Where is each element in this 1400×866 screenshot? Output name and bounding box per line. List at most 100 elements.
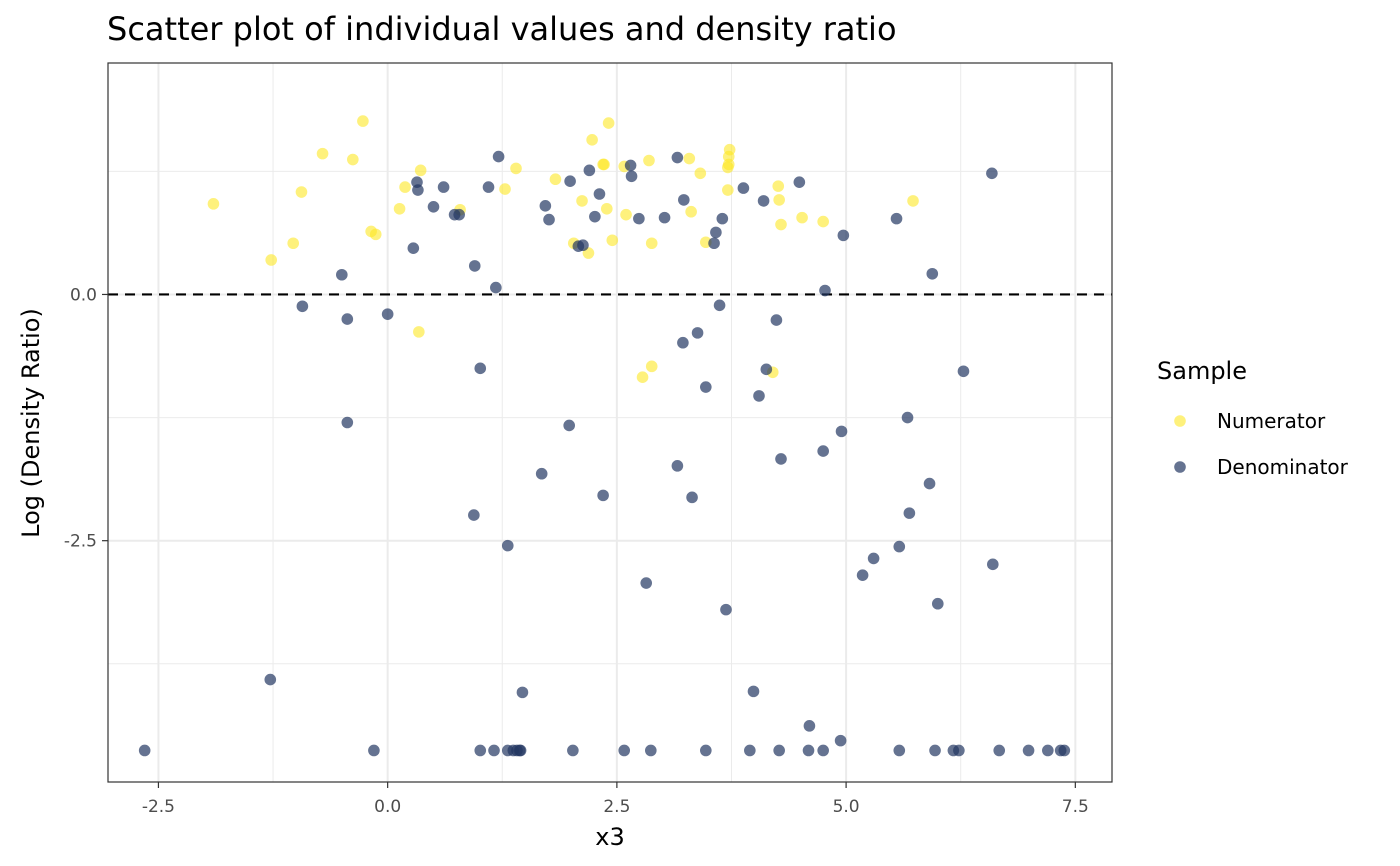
grid-minor xyxy=(108,63,1112,782)
point-denominator xyxy=(677,336,689,349)
point-denominator xyxy=(577,239,589,252)
point-numerator xyxy=(414,164,427,177)
point-denominator xyxy=(720,603,732,616)
point-numerator xyxy=(295,186,308,198)
point-denominator xyxy=(474,744,487,757)
point-denominator xyxy=(953,744,965,757)
legend-title: Sample xyxy=(1157,357,1247,385)
point-numerator xyxy=(645,237,658,250)
point-numerator xyxy=(772,180,785,192)
point-numerator xyxy=(600,202,613,215)
legend-key-numerator xyxy=(1174,415,1186,427)
x-axis: -2.5 0.0 2.5 5.0 7.5 xyxy=(142,782,1089,817)
point-denominator xyxy=(773,744,785,757)
x-tick-label: 0.0 xyxy=(374,797,401,817)
point-denominator xyxy=(803,720,816,732)
point-denominator xyxy=(747,685,760,698)
point-denominator xyxy=(593,188,606,200)
point-numerator xyxy=(723,143,736,156)
point-numerator xyxy=(683,152,696,165)
point-denominator xyxy=(468,509,480,521)
point-denominator xyxy=(563,419,575,432)
point-denominator xyxy=(625,170,638,183)
legend-label-numerator: Numerator xyxy=(1217,409,1326,433)
point-denominator xyxy=(1022,744,1035,757)
point-denominator xyxy=(817,445,829,457)
point-numerator xyxy=(207,198,220,210)
point-denominator xyxy=(336,268,348,281)
point-denominator xyxy=(539,200,552,212)
point-numerator xyxy=(265,254,278,266)
point-denominator xyxy=(856,569,869,581)
point-denominator xyxy=(893,744,906,757)
point-numerator xyxy=(399,181,411,193)
legend-item-denominator: Denominator xyxy=(1174,455,1349,479)
legend-item-numerator: Numerator xyxy=(1174,409,1326,433)
point-numerator xyxy=(645,360,658,373)
point-denominator xyxy=(1058,744,1071,757)
x-tick-label: 5.0 xyxy=(833,797,860,817)
point-denominator xyxy=(710,226,722,239)
point-denominator xyxy=(482,181,495,193)
point-denominator xyxy=(138,744,151,757)
point-denominator xyxy=(802,744,815,757)
point-denominator xyxy=(867,552,880,565)
legend-label-denominator: Denominator xyxy=(1217,455,1349,479)
point-denominator xyxy=(535,467,548,480)
point-denominator xyxy=(686,491,698,504)
y-axis: -2.5 0.0 xyxy=(64,285,108,552)
point-denominator xyxy=(341,416,354,429)
point-denominator xyxy=(514,744,527,757)
point-denominator xyxy=(929,744,941,757)
point-denominator xyxy=(770,314,783,326)
point-denominator xyxy=(986,167,998,180)
point-numerator xyxy=(369,228,382,241)
point-denominator xyxy=(837,229,850,242)
point-denominator xyxy=(381,308,394,320)
point-denominator xyxy=(713,299,726,312)
point-denominator xyxy=(993,744,1006,757)
point-denominator xyxy=(737,182,750,194)
series-denominator xyxy=(138,150,1071,757)
point-denominator xyxy=(468,260,481,272)
point-denominator xyxy=(368,744,380,757)
point-denominator xyxy=(678,194,690,206)
plot-panel xyxy=(108,63,1112,782)
point-denominator xyxy=(931,597,944,610)
point-denominator xyxy=(633,212,645,225)
point-denominator xyxy=(957,365,970,378)
point-numerator xyxy=(499,183,511,195)
point-denominator xyxy=(567,744,579,757)
y-tick-label: -2.5 xyxy=(64,532,97,552)
point-numerator xyxy=(796,211,808,224)
point-numerator xyxy=(576,195,588,207)
point-denominator xyxy=(492,150,505,163)
x-axis-title: x3 xyxy=(595,823,624,851)
x-tick-label: 7.5 xyxy=(1062,797,1089,817)
point-denominator xyxy=(671,460,684,472)
point-numerator xyxy=(606,234,619,247)
point-denominator xyxy=(926,267,939,280)
point-denominator xyxy=(901,411,914,424)
plot-panel-border xyxy=(107,62,1113,783)
point-denominator xyxy=(624,159,637,172)
point-numerator xyxy=(775,218,787,231)
point-denominator xyxy=(427,201,440,213)
x-tick-label: 2.5 xyxy=(603,797,630,817)
point-denominator xyxy=(903,507,916,519)
point-denominator xyxy=(834,734,847,747)
point-denominator xyxy=(817,744,829,757)
point-denominator xyxy=(716,212,729,225)
point-denominator xyxy=(618,744,631,757)
point-denominator xyxy=(543,213,555,226)
point-denominator xyxy=(341,313,354,325)
point-denominator xyxy=(490,281,502,294)
points-layer xyxy=(138,115,1071,757)
point-numerator xyxy=(817,215,829,228)
point-numerator xyxy=(413,326,425,338)
point-numerator xyxy=(316,147,329,160)
point-denominator xyxy=(753,390,765,402)
point-denominator xyxy=(264,673,277,686)
point-numerator xyxy=(357,115,369,127)
point-numerator xyxy=(549,173,562,186)
